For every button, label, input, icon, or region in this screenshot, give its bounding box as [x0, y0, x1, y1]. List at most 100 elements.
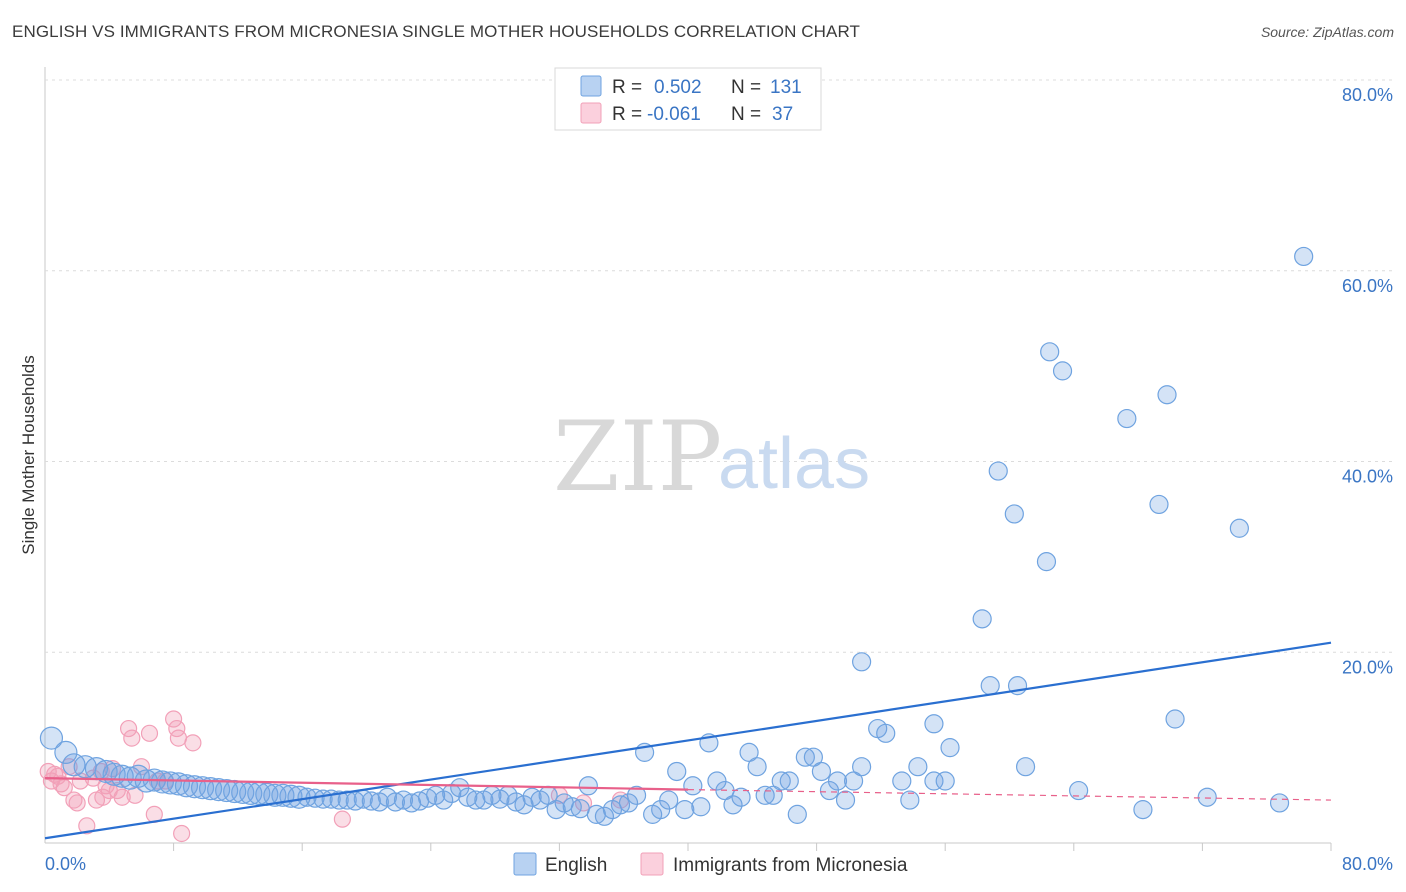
micronesia-trend-line: [44, 777, 689, 791]
english-point: [852, 757, 872, 777]
english-point: [618, 793, 639, 813]
english-point: [337, 790, 357, 810]
english-point: [723, 795, 743, 815]
watermark-zip: ZIP: [553, 401, 722, 513]
english-point: [924, 771, 944, 791]
english-point: [1040, 342, 1060, 362]
english-point: [803, 747, 823, 767]
english-point: [434, 790, 454, 810]
y-axis-title: Single Mother Households: [19, 355, 38, 554]
english-point: [667, 761, 687, 782]
english-point: [1157, 385, 1177, 405]
english-point: [361, 791, 381, 811]
y-tick-label: 80.0%: [1342, 85, 1393, 105]
english-point: [329, 790, 349, 810]
english-point: [1133, 800, 1153, 820]
micronesia-trend-line-extension: [687, 788, 1332, 801]
english-point: [779, 771, 799, 791]
bottom-legend-english-swatch: [513, 852, 537, 876]
chart-title: ENGLISH VS IMMIGRANTS FROM MICRONESIA SI…: [12, 22, 861, 41]
watermark-atlas: atlas: [718, 424, 870, 504]
micronesia-point: [173, 824, 191, 843]
english-point: [876, 723, 896, 743]
english-point: [385, 792, 406, 812]
legend-micronesia-n-label: N =: [731, 104, 761, 125]
english-point: [1117, 408, 1137, 429]
english-point: [54, 740, 78, 764]
micronesia-point: [123, 729, 141, 747]
english-point: [562, 797, 582, 817]
y-tick-label: 40.0%: [1342, 467, 1393, 487]
english-point: [747, 757, 767, 777]
english-point: [827, 771, 848, 791]
micronesia-point: [113, 788, 131, 806]
english-point: [1197, 787, 1217, 807]
micronesia-point: [165, 710, 183, 728]
english-point: [610, 795, 631, 815]
english-point: [771, 771, 791, 791]
english-point: [924, 714, 944, 734]
micronesia-point: [119, 719, 138, 738]
english-point: [739, 742, 759, 762]
bottom-legend-micronesia-swatch: [640, 852, 664, 876]
english-point: [570, 799, 590, 819]
english-point: [787, 804, 807, 824]
english-point: [892, 771, 912, 791]
english-point: [908, 757, 928, 777]
english-point: [1149, 494, 1169, 515]
y-tick-labels: 20.0% 40.0% 60.0% 80.0%: [1342, 85, 1393, 677]
legend-english-n-value: 131: [770, 77, 802, 98]
english-point: [988, 461, 1008, 481]
micronesia-point: [78, 817, 96, 835]
english-point: [852, 652, 872, 672]
bottom-legend-english-label: English: [545, 855, 607, 876]
english-point: [594, 806, 615, 826]
english-point: [1269, 793, 1290, 813]
micronesia-point: [55, 779, 73, 797]
legend-micronesia-n-value: 37: [772, 104, 793, 125]
english-points: [39, 246, 1314, 826]
legend-micronesia-r-value: -0.061: [647, 104, 701, 125]
legend-box: R = 0.502 N = 131 R = -0.061 N = 37: [554, 67, 822, 131]
micronesia-point: [140, 724, 159, 742]
english-point: [935, 771, 955, 791]
bottom-legend: English Immigrants from Micronesia: [513, 852, 908, 876]
english-point: [1036, 552, 1057, 572]
micronesia-point: [169, 729, 188, 747]
english-point: [659, 790, 679, 810]
english-point: [1294, 246, 1314, 267]
english-point: [39, 726, 64, 750]
micronesia-point: [68, 794, 86, 812]
english-point: [843, 771, 864, 791]
legend-english-r-value: 0.502: [654, 77, 702, 98]
english-point: [972, 609, 992, 629]
x-tick-marks: [173, 843, 1332, 851]
legend-micronesia-swatch: [580, 102, 602, 124]
english-point: [578, 776, 598, 796]
legend-micronesia-r-label: R =: [612, 104, 642, 125]
english-point: [900, 790, 920, 810]
legend-english-r-label: R =: [612, 77, 642, 98]
bottom-legend-micronesia-label: Immigrants from Micronesia: [673, 855, 908, 876]
english-point: [626, 785, 647, 805]
english-point: [1052, 361, 1073, 381]
trend-lines: [44, 641, 1332, 840]
gridlines: [45, 79, 1393, 653]
english-point: [1004, 504, 1024, 524]
x-tick-labels: 0.0% 80.0%: [45, 854, 1393, 874]
english-point: [675, 800, 695, 820]
english-point: [795, 747, 815, 767]
y-tick-label: 20.0%: [1342, 657, 1393, 677]
micronesia-point: [574, 794, 593, 812]
english-point: [546, 800, 566, 820]
micronesia-point: [65, 791, 83, 809]
english-trend-line: [44, 641, 1332, 840]
micronesia-point: [184, 734, 202, 752]
legend-english-swatch: [580, 75, 602, 97]
english-point: [1165, 709, 1185, 729]
english-point: [811, 761, 832, 782]
english-point: [691, 797, 711, 817]
english-point: [731, 787, 751, 807]
y-tick-label: 60.0%: [1342, 276, 1393, 296]
